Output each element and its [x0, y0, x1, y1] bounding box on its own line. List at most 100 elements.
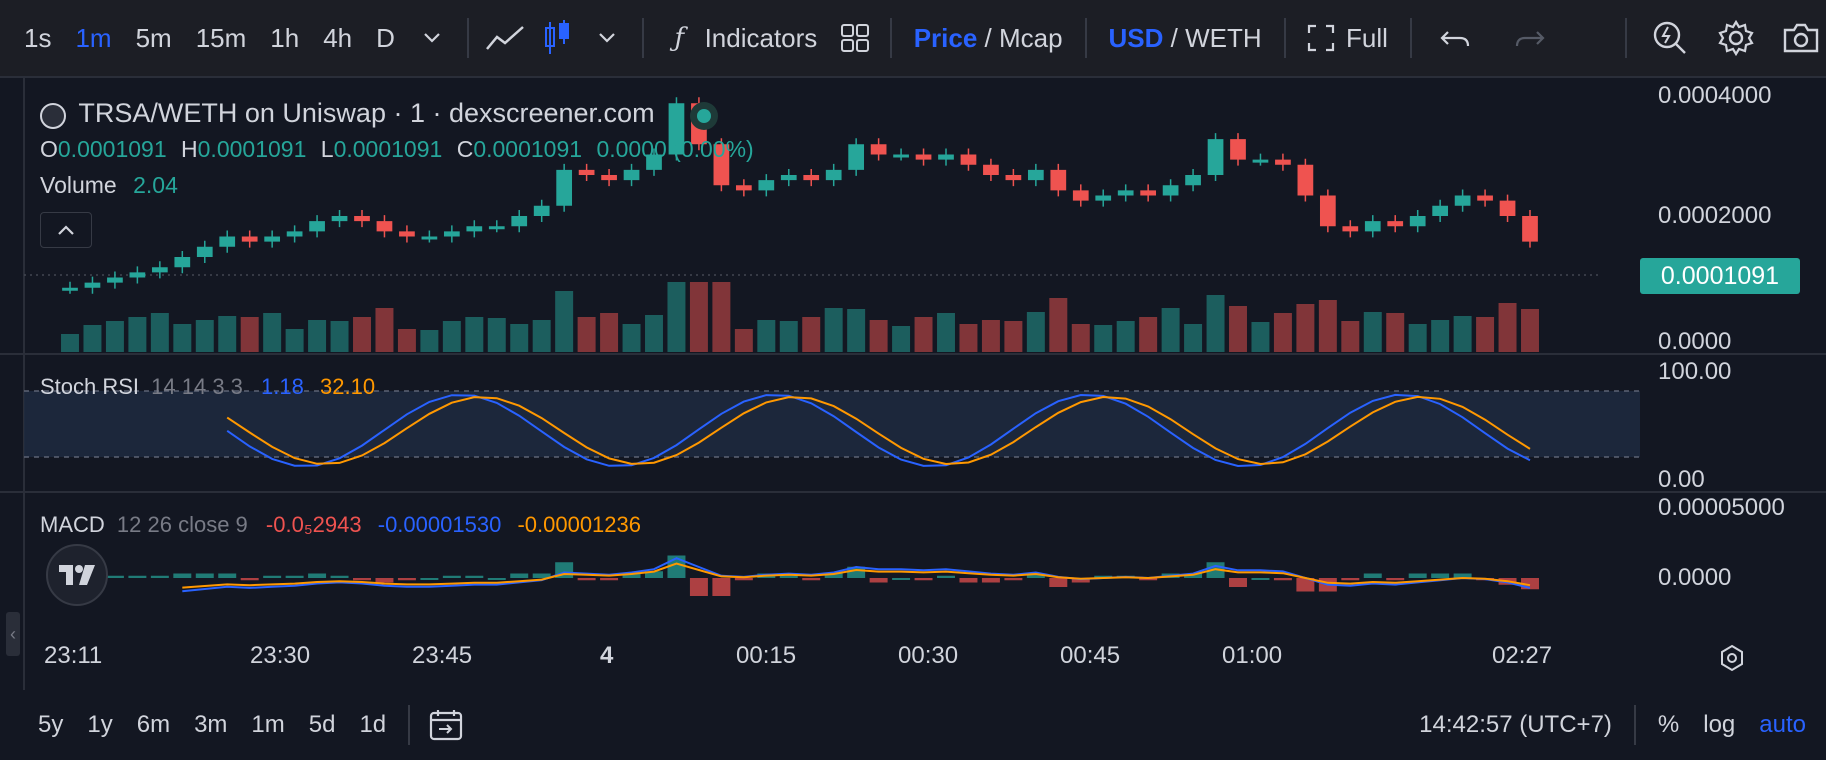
candle-body	[62, 287, 78, 291]
range-1d[interactable]: 1d	[359, 711, 387, 738]
interval-5m[interactable]: 5m	[135, 22, 172, 53]
volume-bar	[1273, 313, 1292, 352]
time-axis-label: 00:45	[1060, 642, 1121, 669]
candle-body	[84, 282, 101, 288]
macd-histogram-bar	[1229, 578, 1247, 587]
percent-toggle[interactable]: %	[1657, 711, 1680, 738]
divider	[642, 18, 645, 58]
line-chart-icon[interactable]	[485, 18, 525, 58]
function-icon[interactable]: ƒ	[674, 23, 685, 53]
open-label: O	[40, 136, 58, 162]
candle-body	[1095, 195, 1112, 201]
macd-axis-label: 0.00005000	[1658, 494, 1785, 521]
macd-value: -0.00001530	[377, 512, 502, 537]
camera-icon[interactable]	[1782, 18, 1820, 58]
currency-toggle[interactable]: USD / WETH	[1109, 23, 1262, 54]
layout-grid-icon[interactable]	[835, 18, 873, 58]
redo-icon[interactable]	[1510, 18, 1548, 58]
weth-option[interactable]: WETH	[1185, 22, 1262, 53]
time-axis-label: 00:15	[736, 642, 797, 669]
usd-option[interactable]: USD	[1108, 22, 1164, 53]
volume-bar	[1049, 298, 1068, 352]
volume-bar	[150, 313, 169, 352]
candle-body	[960, 154, 977, 165]
indicators-button[interactable]: Indicators	[704, 22, 818, 53]
mcap-option[interactable]: Mcap	[999, 22, 1063, 53]
candle-body	[488, 226, 505, 230]
price-option[interactable]: Price	[913, 22, 978, 53]
tradingview-logo[interactable]	[46, 544, 108, 606]
candle-body	[780, 175, 797, 181]
time-axis-label: 23:45	[412, 642, 473, 669]
divider	[1283, 18, 1286, 58]
high-value: 0.0001091	[197, 136, 307, 162]
chart-area[interactable]: TRSA/WETH on Uniswap · 1 · dexscreener.c…	[0, 78, 1826, 690]
price-mcap-toggle[interactable]: Price / Mcap	[914, 23, 1063, 54]
volume-bar	[83, 325, 102, 352]
macd-histogram-bar	[195, 573, 214, 578]
divider	[1624, 18, 1627, 58]
range-5d[interactable]: 5d	[308, 711, 336, 738]
interval-1h[interactable]: 1h	[270, 22, 300, 53]
volume-bar	[959, 324, 978, 352]
volume-bar	[577, 317, 596, 352]
candle-body	[556, 169, 573, 206]
macd-hist-value: -0.0₅2943	[265, 512, 362, 537]
symbol-title: TRSA/WETH on Uniswap · 1 · dexscreener.c…	[78, 98, 655, 128]
macd-histogram-bar	[1296, 578, 1315, 592]
macd-histogram-bar	[285, 575, 304, 578]
interval-d[interactable]: D	[376, 22, 395, 53]
range-1y[interactable]: 1y	[87, 711, 113, 738]
volume-bar	[1453, 316, 1472, 352]
interval-4h[interactable]: 4h	[323, 22, 353, 53]
auto-toggle[interactable]: auto	[1759, 711, 1806, 738]
time-axis-label: 4	[600, 642, 614, 669]
candle-body	[848, 144, 865, 170]
candle-body	[713, 144, 730, 186]
gear-icon[interactable]	[1717, 18, 1755, 58]
interval-1s[interactable]: 1s	[24, 22, 52, 53]
candle-body	[533, 205, 550, 216]
quick-search-icon[interactable]	[1651, 18, 1689, 58]
goto-date-icon[interactable]	[426, 705, 466, 745]
macd-histogram-bar	[1026, 573, 1045, 578]
ohlc-legend: O0.0001091 H0.0001091 L0.0001091 C0.0001…	[40, 136, 754, 163]
candle-body	[1005, 175, 1022, 181]
volume-legend: Volume 2.04	[40, 172, 178, 199]
volume-bar	[1476, 317, 1495, 352]
volume-bar	[1251, 322, 1270, 352]
range-5y[interactable]: 5y	[38, 711, 64, 738]
chevron-down-icon[interactable]	[588, 18, 626, 58]
range-3m[interactable]: 3m	[194, 711, 228, 738]
interval-1m[interactable]: 1m	[75, 22, 112, 53]
log-toggle[interactable]: log	[1703, 711, 1736, 738]
volume-bar	[330, 321, 349, 352]
volume-bar	[263, 313, 282, 352]
volume-bar	[600, 313, 619, 352]
signal-line	[182, 562, 1531, 589]
full-button[interactable]: Full	[1346, 22, 1388, 53]
axis-settings-icon[interactable]	[1718, 644, 1746, 677]
volume-bar	[465, 317, 484, 352]
chart-canvas[interactable]	[0, 78, 1826, 690]
side-collapse-handle[interactable]: ‹	[6, 612, 20, 656]
interval-15m[interactable]: 15m	[195, 22, 247, 53]
macd-histogram-bar	[487, 578, 506, 580]
low-label: L	[320, 136, 334, 162]
volume-bar	[734, 329, 753, 352]
undo-icon[interactable]	[1436, 18, 1474, 58]
fullscreen-icon[interactable]	[1302, 18, 1340, 58]
range-6m[interactable]: 6m	[136, 711, 171, 738]
candle-body	[399, 231, 415, 237]
slash: /	[1170, 22, 1178, 53]
candlestick-icon[interactable]	[537, 18, 575, 58]
chevron-down-icon[interactable]	[413, 18, 451, 58]
volume-bar	[1094, 325, 1113, 352]
stoch-d-value: 32.10	[320, 374, 376, 399]
range-1m[interactable]: 1m	[251, 711, 285, 738]
collapse-legend-button[interactable]	[40, 212, 92, 248]
divider	[889, 18, 892, 58]
clock[interactable]: 14:42:57 (UTC+7)	[1419, 711, 1612, 738]
volume-bar	[420, 330, 439, 352]
candle-body	[1387, 221, 1404, 227]
